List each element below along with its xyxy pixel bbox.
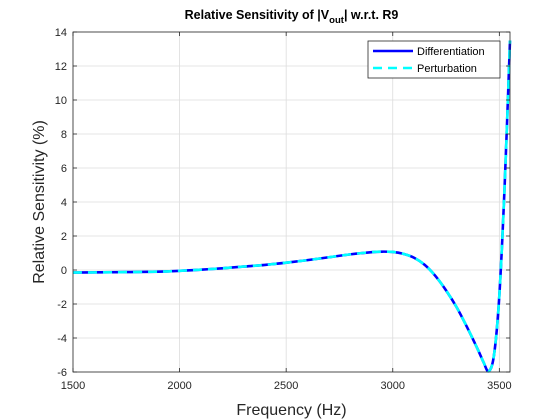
- x-tick-label: 2000: [167, 380, 191, 392]
- x-tick-label: 2500: [274, 380, 298, 392]
- y-tick-label: 4: [61, 197, 67, 209]
- x-axis-label: Frequency (Hz): [236, 402, 346, 419]
- y-tick-label: 14: [55, 27, 67, 39]
- x-tick-label: 3500: [487, 380, 511, 392]
- series-line-perturbation: [72, 40, 512, 373]
- y-tick-label: 2: [61, 231, 67, 243]
- x-tick-label: 1500: [61, 380, 85, 392]
- y-axis-label: Relative Sensitivity (%): [31, 120, 48, 284]
- legend-box: [367, 40, 501, 79]
- x-tick-label: 3000: [381, 380, 405, 392]
- legend: Differentiation Perturbation: [367, 40, 501, 79]
- y-tick-label: -2: [57, 299, 67, 311]
- y-tick-label: 6: [61, 163, 67, 175]
- series-layer: [72, 40, 512, 373]
- y-tick-label: -6: [57, 367, 67, 379]
- y-tick-label: -4: [57, 333, 67, 345]
- chart-title-suffix: | w.r.t. R9: [344, 8, 398, 22]
- y-tick-label: 10: [55, 95, 67, 107]
- legend-label-perturbation: Perturbation: [417, 63, 477, 75]
- y-tick-label: 8: [61, 129, 67, 141]
- y-tick-label: 0: [61, 265, 67, 277]
- chart-title: Relative Sensitivity of |Vout| w.r.t. R9: [185, 8, 399, 26]
- chart-title-subscript: out: [329, 15, 345, 26]
- ticks: 1500 2000 2500 3000 3500 -6 -4 -2 0 2 4 6 8 10 12 14: [55, 27, 512, 392]
- legend-label-differentiation: Differentiation: [417, 46, 485, 58]
- chart-title-prefix: Relative Sensitivity of |V: [185, 8, 330, 22]
- y-tick-label: 12: [55, 61, 67, 73]
